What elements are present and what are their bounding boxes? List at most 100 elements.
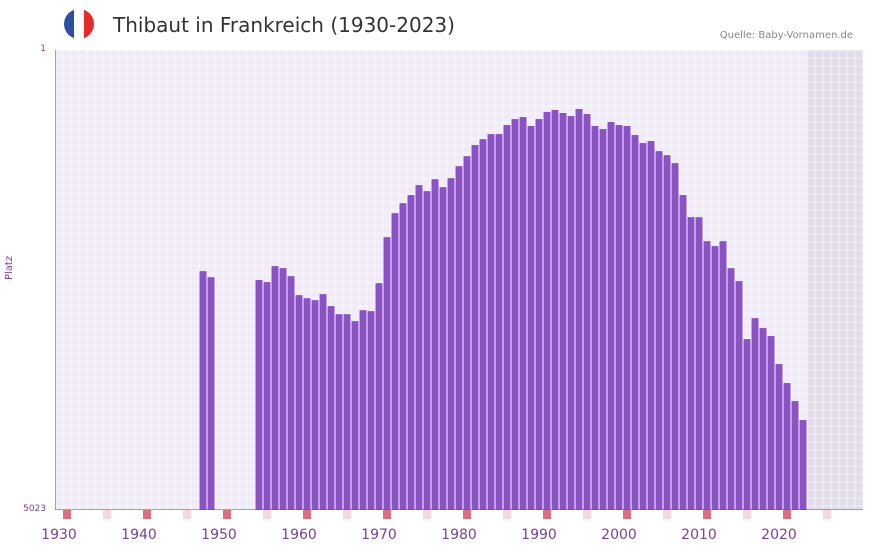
x-tick-label: 1970 [361, 527, 397, 543]
x-tick-mark [583, 510, 591, 519]
flag-white-stripe [74, 9, 84, 39]
bar-1983[interactable] [495, 134, 503, 510]
x-tick-label: 1950 [201, 527, 237, 543]
y-tick-top: 1 [40, 44, 46, 54]
bar-2018[interactable] [775, 364, 783, 510]
x-tick-mark [303, 510, 311, 519]
bar-2011[interactable] [719, 241, 727, 510]
bar-2009[interactable] [703, 241, 711, 510]
bar-1946[interactable] [199, 271, 207, 510]
bar-1970[interactable] [391, 213, 399, 510]
x-tick-mark [623, 510, 631, 519]
x-tick-mark [343, 510, 351, 519]
bar-2007[interactable] [687, 217, 695, 510]
bar-1986[interactable] [519, 117, 527, 510]
bar-1969[interactable] [383, 237, 391, 510]
bar-1995[interactable] [591, 126, 599, 510]
bar-1980[interactable] [471, 145, 479, 510]
x-tick-label: 2020 [761, 527, 797, 543]
x-tick-mark [263, 510, 271, 519]
bar-2008[interactable] [695, 217, 703, 510]
flag-blue-stripe [64, 9, 74, 39]
bar-1976[interactable] [439, 187, 447, 510]
france-flag-icon [64, 9, 94, 39]
bar-1982[interactable] [487, 134, 495, 510]
bar-1978[interactable] [455, 166, 463, 510]
bar-1965[interactable] [351, 321, 359, 510]
bar-2000[interactable] [631, 135, 639, 510]
bar-1967[interactable] [367, 311, 375, 510]
bar-1994[interactable] [583, 114, 591, 510]
bar-1958[interactable] [295, 295, 303, 510]
x-tick-mark [63, 510, 71, 519]
x-tick-mark [503, 510, 511, 519]
bar-1955[interactable] [271, 266, 279, 510]
bar-2016[interactable] [759, 328, 767, 510]
bar-1999[interactable] [623, 126, 631, 510]
bar-1991[interactable] [559, 113, 567, 510]
x-tick-mark [663, 510, 671, 519]
bar-1997[interactable] [607, 121, 615, 510]
bar-1974[interactable] [423, 191, 431, 510]
bar-2013[interactable] [735, 281, 743, 510]
x-tick-label: 2010 [681, 527, 717, 543]
bar-1961[interactable] [319, 294, 327, 510]
bar-2002[interactable] [647, 141, 655, 510]
bar-1990[interactable] [551, 109, 559, 510]
bar-1959[interactable] [303, 298, 311, 510]
bar-2017[interactable] [767, 336, 775, 510]
bar-2012[interactable] [727, 268, 735, 510]
bar-1957[interactable] [287, 276, 295, 510]
x-tick-mark [183, 510, 191, 519]
bar-1971[interactable] [399, 203, 407, 510]
bar-1953[interactable] [255, 280, 263, 510]
bar-1963[interactable] [335, 314, 343, 510]
bar-1968[interactable] [375, 283, 383, 510]
bar-2006[interactable] [679, 195, 687, 510]
y-tick-bottom: 5023 [23, 504, 46, 514]
x-tick-mark [543, 510, 551, 519]
x-tick-label: 1960 [281, 527, 317, 543]
bar-1964[interactable] [343, 314, 351, 510]
bar-2015[interactable] [751, 318, 759, 510]
bar-1981[interactable] [479, 139, 487, 510]
x-tick-mark [743, 510, 751, 519]
future-region [807, 50, 863, 510]
bar-1956[interactable] [279, 268, 287, 510]
bar-1947[interactable] [207, 277, 215, 510]
bar-2001[interactable] [639, 143, 647, 510]
bar-2005[interactable] [671, 163, 679, 510]
bar-1960[interactable] [311, 300, 319, 510]
bar-1998[interactable] [615, 125, 623, 510]
bar-1984[interactable] [503, 125, 511, 510]
bar-1996[interactable] [599, 129, 607, 510]
bar-1975[interactable] [431, 179, 439, 510]
bar-2021[interactable] [799, 420, 807, 510]
x-tick-mark [143, 510, 151, 519]
x-tick-mark [223, 510, 231, 519]
bar-1989[interactable] [543, 112, 551, 510]
bar-2004[interactable] [663, 155, 671, 510]
bar-1954[interactable] [263, 282, 271, 510]
bar-2003[interactable] [655, 151, 663, 510]
bar-1962[interactable] [327, 306, 335, 510]
bar-1973[interactable] [415, 185, 423, 510]
bar-2019[interactable] [783, 383, 791, 510]
bar-2014[interactable] [743, 339, 751, 510]
x-tick-mark [103, 510, 111, 519]
bar-1977[interactable] [447, 178, 455, 510]
bar-1966[interactable] [359, 310, 367, 510]
source-credit: Quelle: Baby-Vornamen.de [719, 30, 853, 41]
bar-1987[interactable] [527, 126, 535, 510]
bar-2010[interactable] [711, 246, 719, 510]
bar-1985[interactable] [511, 119, 519, 510]
x-tick-mark [423, 510, 431, 519]
bar-1972[interactable] [407, 195, 415, 510]
bar-1993[interactable] [575, 108, 583, 510]
x-tick-label: 2000 [601, 527, 637, 543]
bar-1988[interactable] [535, 119, 543, 510]
bar-1992[interactable] [567, 116, 575, 510]
y-axis-label: Platz [4, 255, 15, 280]
bar-1979[interactable] [463, 156, 471, 510]
bar-2020[interactable] [791, 401, 799, 510]
